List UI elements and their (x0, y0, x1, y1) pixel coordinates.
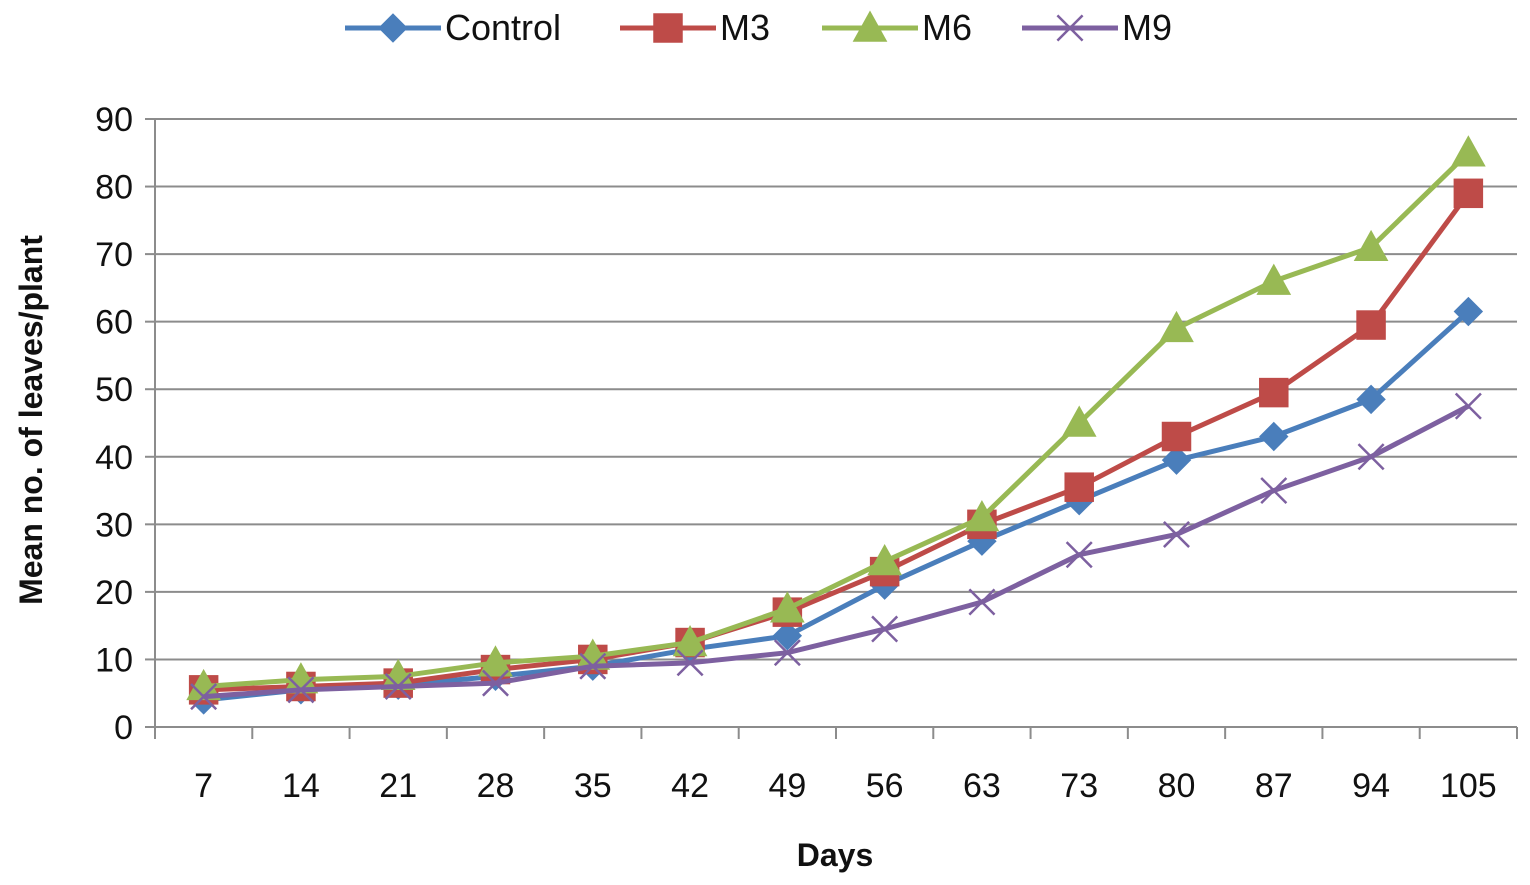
data-point-M3-73 (1064, 472, 1094, 502)
x-tick-label-63: 63 (963, 767, 1001, 805)
gridlines (155, 118, 1517, 661)
data-point-M6-7 (186, 668, 221, 701)
legend-entry-Control: Control (345, 7, 561, 48)
data-point-M6-105 (1451, 135, 1486, 167)
y-tick-label-80: 80 (95, 169, 133, 207)
data-point-Control-87 (1259, 421, 1289, 452)
data-point-M9-73 (1065, 541, 1093, 569)
data-point-M9-21 (384, 672, 412, 700)
data-point-M6-94 (1353, 229, 1389, 262)
y-tick-label-70: 70 (95, 236, 133, 274)
data-point-M9-49 (773, 639, 801, 667)
legend: Control M3 M6 M9 (345, 7, 1172, 48)
series-M9 (190, 392, 1482, 711)
y-tick-label-90: 90 (95, 101, 133, 139)
legend-marker-M6 (852, 10, 888, 42)
legend-marker-Control (378, 13, 408, 43)
data-point-M9-87 (1260, 477, 1288, 505)
data-point-M9-63 (968, 588, 996, 616)
data-point-M6-28 (478, 645, 513, 677)
series-line-M6 (203, 150, 1471, 689)
legend-entry-M6: M6 (822, 7, 972, 48)
legend-marker-M3 (653, 13, 683, 43)
data-point-M9-42 (676, 649, 704, 677)
data-point-M6-73 (1061, 405, 1097, 437)
data-point-M9-105 (1454, 392, 1482, 420)
x-tick-label-80: 80 (1158, 767, 1196, 805)
y-tick-label-50: 50 (95, 371, 133, 409)
data-point-Control-94 (1356, 384, 1386, 415)
data-point-M6-14 (283, 662, 319, 694)
data-point-M3-87 (1259, 377, 1289, 408)
data-point-M6-21 (380, 658, 416, 691)
x-tick-labels: 7 14 21 28 35 42 49 56 63 73 80 87 94 105 (194, 767, 1497, 805)
legend-label-M6: M6 (922, 7, 972, 48)
x-tick-label-56: 56 (866, 767, 904, 805)
x-tick-label-28: 28 (477, 767, 515, 805)
x-tick-label-49: 49 (768, 767, 806, 805)
x-axis-title: Days (797, 837, 874, 873)
data-point-M9-94 (1357, 443, 1385, 471)
data-point-M6-56 (867, 543, 902, 576)
axes (145, 118, 1518, 739)
data-point-M3-80 (1161, 421, 1192, 452)
legend-entry-M9: M9 (1022, 7, 1172, 48)
x-tick-label-73: 73 (1060, 767, 1098, 805)
data-point-M6-35 (575, 638, 611, 670)
legend-label-Control: Control (445, 7, 561, 48)
x-tick-label-14: 14 (282, 767, 320, 805)
y-tick-label-20: 20 (95, 574, 133, 612)
x-tick-label-21: 21 (379, 767, 417, 805)
legend-label-M9: M9 (1122, 7, 1172, 48)
y-tick-label-40: 40 (95, 439, 133, 477)
data-point-M6-80 (1159, 310, 1194, 343)
x-tick-label-42: 42 (671, 767, 709, 805)
y-tick-labels: 0 10 20 30 40 50 60 70 80 90 (95, 101, 133, 747)
data-point-M9-80 (1163, 520, 1190, 548)
y-tick-label-0: 0 (114, 709, 133, 747)
y-axis-title: Mean no. of leaves/plant (13, 235, 49, 605)
series-M6 (186, 135, 1486, 701)
data-point-M9-14 (287, 676, 315, 704)
y-tick-label-10: 10 (95, 641, 133, 679)
x-tick-label-87: 87 (1255, 767, 1293, 805)
data-point-M6-87 (1256, 263, 1292, 295)
legend-marker-M9 (1056, 14, 1084, 42)
x-tick-label-7: 7 (194, 767, 213, 805)
x-tick-label-35: 35 (574, 767, 612, 805)
data-point-M3-94 (1356, 310, 1386, 340)
series-Control (188, 296, 1484, 715)
series-line-M3 (203, 191, 1471, 693)
series-M3 (188, 178, 1484, 705)
x-tick-label-105: 105 (1440, 767, 1497, 805)
data-point-Control-49 (772, 621, 803, 651)
data-point-M9-56 (871, 615, 899, 643)
data-point-M3-105 (1453, 178, 1484, 209)
data-point-M9-7 (190, 683, 218, 711)
data-point-M9-35 (579, 652, 607, 680)
data-point-Control-105 (1453, 296, 1484, 327)
data-point-M6-42 (672, 625, 708, 657)
y-tick-label-60: 60 (95, 304, 133, 342)
data-point-M6-63 (964, 500, 1000, 532)
data-point-Control-80 (1161, 445, 1192, 475)
legend-entry-M3: M3 (620, 7, 770, 48)
y-tick-label-30: 30 (95, 506, 133, 544)
series-lines (186, 135, 1486, 715)
data-point-M6-49 (770, 591, 805, 623)
data-point-M9-28 (482, 669, 509, 697)
legend-label-M3: M3 (720, 7, 770, 48)
x-tick-label-94: 94 (1352, 767, 1390, 805)
series-line-M9 (203, 403, 1470, 700)
